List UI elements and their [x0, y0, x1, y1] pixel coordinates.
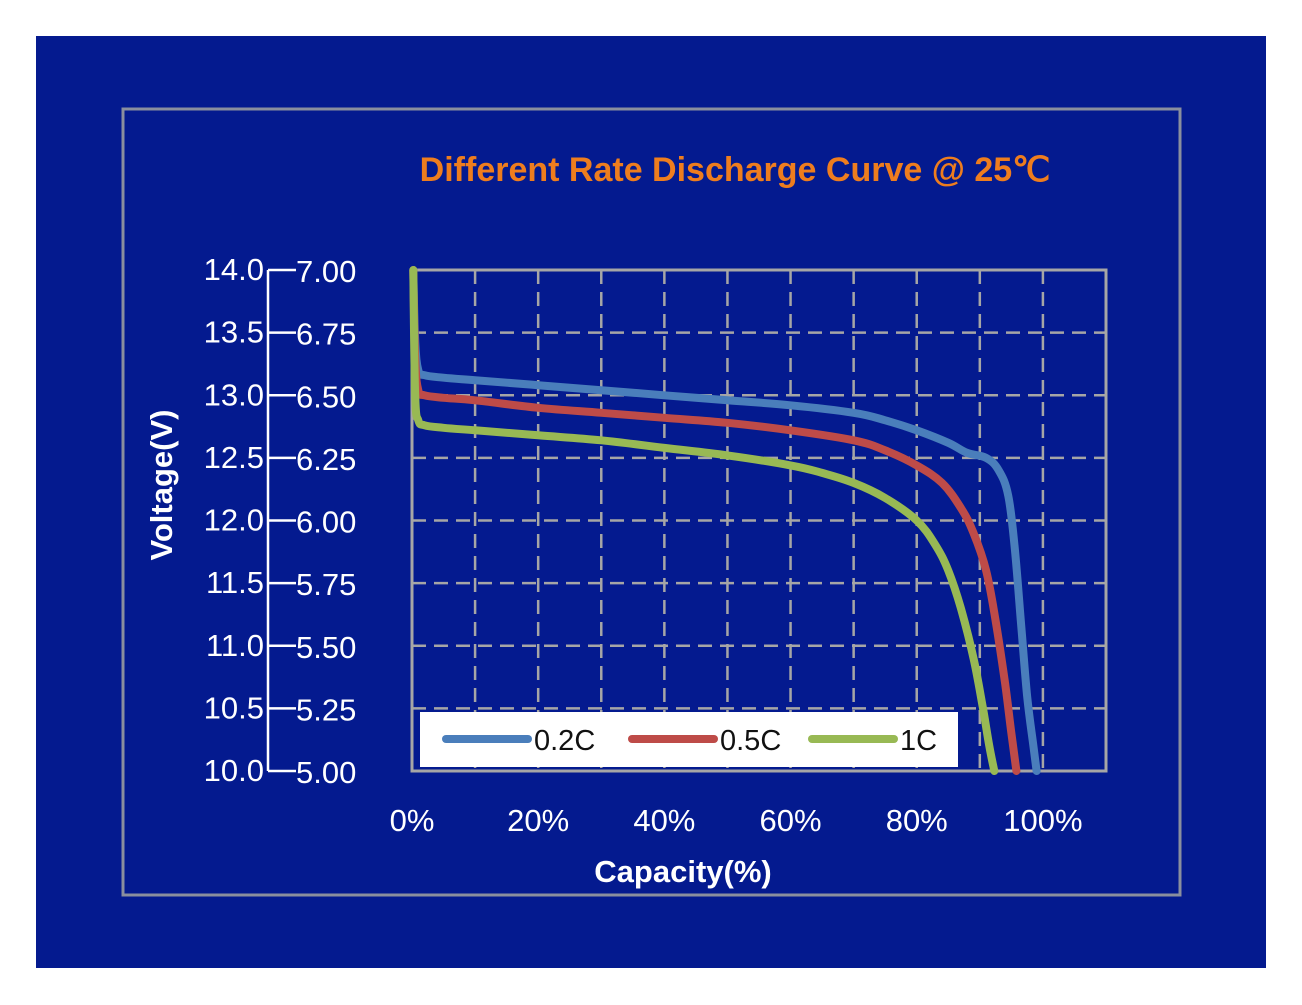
y-secondary-tick-label: 13.0 — [204, 377, 264, 412]
legend-label: 0.5C — [720, 725, 781, 757]
legend: 0.2C 0.5C 1C — [420, 712, 958, 767]
chart-background — [36, 36, 1266, 968]
y-secondary-tick-label: 12.0 — [204, 503, 264, 538]
series-line-0-5c — [409, 266, 1021, 775]
legend-label: 0.2C — [534, 725, 595, 757]
y-tick-label: 5.50 — [296, 630, 356, 665]
x-tick-label: 100% — [1003, 803, 1082, 838]
y-secondary-tick-label: 11.0 — [206, 628, 264, 663]
y-axis-label: Voltage(V) — [144, 410, 179, 561]
plot-border — [410, 268, 1108, 773]
x-axis: 0% 20% 40% 60% 80% 100% — [390, 803, 1083, 838]
y-tick-label: 5.75 — [296, 567, 356, 602]
legend-items: 0.2C 0.5C 1C — [442, 725, 937, 757]
series-lines — [409, 266, 1041, 775]
y-axis-primary: 7.00 6.75 6.50 6.25 6.00 5.75 5.50 5.25 5.00 — [268, 254, 356, 790]
y-secondary-tick-label: 13.5 — [204, 315, 264, 350]
x-tick-label: 80% — [886, 803, 948, 838]
chart-frame — [121, 107, 1182, 897]
plot-area-border — [410, 268, 1108, 773]
y-tick-label: 5.00 — [296, 755, 356, 790]
y-axis-secondary: 14.0 13.5 13.0 12.5 12.0 11.5 11.0 10.5 10.0 — [204, 252, 270, 788]
x-tick-label: 20% — [507, 803, 569, 838]
y-tick-label: 6.00 — [296, 505, 356, 540]
y-tick-label: 7.00 — [296, 254, 356, 289]
series-line-1c — [409, 266, 999, 775]
x-tick-label: 60% — [760, 803, 822, 838]
y-secondary-tick-label: 11.5 — [206, 565, 264, 600]
series-line-0-2c — [409, 266, 1041, 775]
x-tick-label: 0% — [390, 803, 435, 838]
y-tick-label: 6.75 — [296, 317, 356, 352]
y-tick-label: 6.25 — [296, 442, 356, 477]
chart-title: Different Rate Discharge Curve @ 25℃ — [420, 151, 1051, 189]
x-tick-label: 40% — [633, 803, 695, 838]
x-axis-label: Capacity(%) — [594, 854, 771, 889]
y-secondary-tick-label: 12.5 — [204, 440, 264, 475]
y-secondary-tick-label: 10.5 — [204, 690, 264, 725]
y-tick-label: 6.50 — [296, 379, 356, 414]
y-secondary-tick-label: 14.0 — [204, 252, 264, 287]
grid-lines — [412, 270, 1106, 771]
y-tick-label: 5.25 — [296, 692, 356, 727]
legend-label: 1C — [900, 725, 937, 757]
y-secondary-tick-label: 10.0 — [204, 753, 264, 788]
